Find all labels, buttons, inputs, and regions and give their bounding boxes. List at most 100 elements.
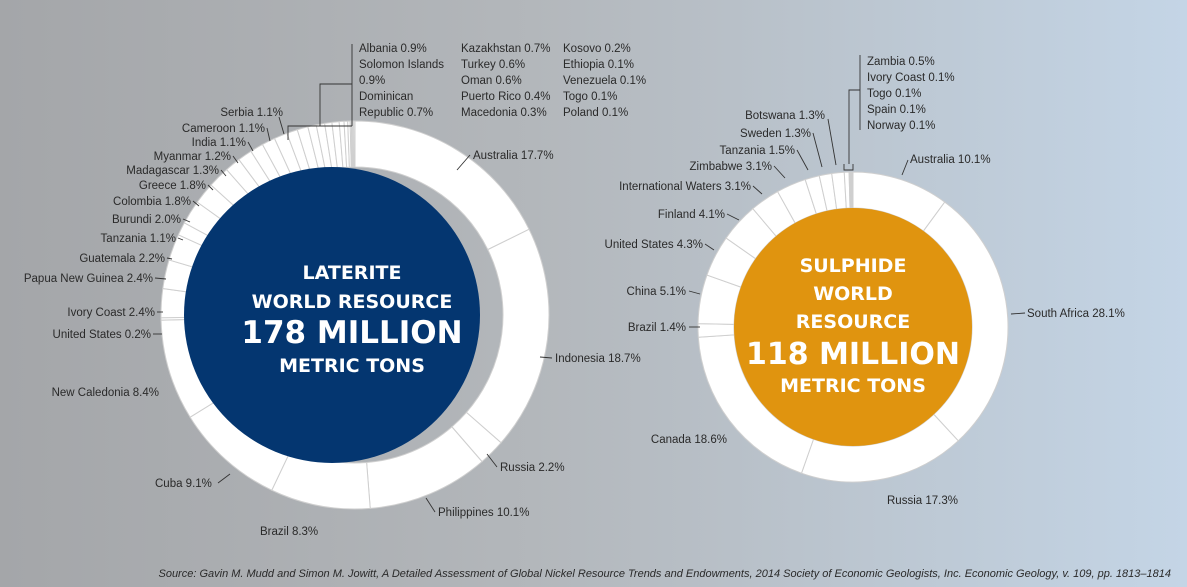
sul-leader-china — [688, 290, 701, 295]
sul-label-united-states: United States 4.3% — [605, 239, 703, 251]
lat-group-c1-r3: Puerto Rico 0.4% — [461, 91, 551, 103]
lat-label-guatemala: Guatemala 2.2% — [79, 253, 165, 265]
lat-label-australia: Australia 17.7% — [473, 150, 554, 162]
lat-leader-cuba — [217, 473, 231, 484]
sulphide-grouped-labels: Zambia 0.5% Ivory Coast 0.1% Togo 0.1% S… — [867, 56, 955, 132]
sul-label-russia: Russia 17.3% — [887, 495, 958, 507]
lat-group-c1-r2: Oman 0.6% — [461, 75, 522, 87]
lat-group-c2-r1: Ethiopia 0.1% — [563, 59, 634, 71]
source-note: Source: Gavin M. Mudd and Simon M. Jowit… — [158, 568, 1171, 580]
lat-leader-australia — [456, 154, 471, 171]
lat-leader-russia — [486, 453, 498, 468]
sul-leader-south-africa — [1010, 312, 1026, 315]
sul-label-south-africa: South Africa 28.1% — [1027, 308, 1125, 320]
lat-group-c1-r0: Kazakhstan 0.7% — [461, 43, 551, 55]
sulphide-center-line-2: WORLD — [813, 283, 893, 305]
lat-leader-group-stem — [319, 83, 352, 126]
sulphide-center-line-5: METRIC TONS — [780, 375, 926, 397]
laterite-leaders — [153, 44, 553, 513]
lat-group-c0-r0: Albania 0.9% — [359, 43, 427, 55]
lat-label-indonesia: Indonesia 18.7% — [555, 353, 641, 365]
sulphide-leaders — [688, 55, 1026, 328]
lat-leader-cameroon — [266, 127, 271, 142]
lat-leader-indonesia — [539, 356, 553, 359]
sul-leader-international-waters — [752, 185, 763, 195]
lat-group-c1-r4: Macedonia 0.3% — [461, 107, 547, 119]
lat-leader-colombia — [192, 200, 200, 207]
sulphide-ring — [697, 171, 1009, 483]
lat-label-papua-new-guinea: Papua New Guinea 2.4% — [24, 273, 153, 285]
lat-label-colombia: Colombia 1.8% — [113, 196, 191, 208]
laterite-center-line-4: METRIC TONS — [279, 355, 425, 377]
lat-label-cameroon: Cameroon 1.1% — [182, 123, 265, 135]
lat-label-cuba: Cuba 9.1% — [155, 478, 212, 490]
sul-leader-bracket — [843, 164, 854, 171]
laterite-slice-poland — [353, 120, 356, 168]
sul-label-australia: Australia 10.1% — [910, 154, 991, 166]
lat-leader-greece — [207, 184, 214, 191]
lat-group-c0-r3: Dominican — [359, 91, 413, 103]
lat-leader-india — [247, 141, 254, 152]
lat-label-tanzania: Tanzania 1.1% — [101, 233, 176, 245]
lat-label-russia: Russia 2.2% — [500, 462, 565, 474]
sul-label-sweden: Sweden 1.3% — [740, 128, 811, 140]
laterite-center-line-2: WORLD RESOURCE — [252, 291, 453, 313]
sulphide-slice-brazil — [697, 323, 735, 338]
sulphide-center-line-3: RESOURCE — [796, 311, 910, 333]
lat-group-c2-r2: Venezuela 0.1% — [563, 75, 646, 87]
lat-leader-guatemala — [166, 257, 173, 260]
sul-group-r2: Togo 0.1% — [867, 88, 921, 100]
lat-label-myanmar: Myanmar 1.2% — [154, 151, 231, 163]
sulphide-slice-norway — [851, 171, 854, 209]
sulphide-outside-labels: Australia 10.1% South Africa 28.1% Russi… — [605, 110, 1125, 507]
sulphide-center-line-4: 118 MILLION — [746, 337, 960, 372]
sul-label-canada: Canada 18.6% — [651, 434, 727, 446]
sul-leader-australia — [901, 159, 909, 176]
lat-label-india: India 1.1% — [192, 137, 246, 149]
lat-leader-philippines — [425, 497, 436, 513]
lat-label-new-caledonia: New Caledonia 8.4% — [52, 387, 159, 399]
laterite-center-line-3: 178 MILLION — [241, 315, 462, 351]
lat-label-philippines: Philippines 10.1% — [438, 507, 529, 519]
sul-leader-sweden — [812, 132, 823, 168]
sul-leader-united-states — [704, 243, 715, 251]
sul-group-r1: Ivory Coast 0.1% — [867, 72, 955, 84]
lat-leader-myanmar — [232, 155, 239, 164]
lat-group-c1-r1: Turkey 0.6% — [461, 59, 525, 71]
lat-group-c0-r1: Solomon Islands — [359, 59, 444, 71]
sulphide-chart: SULPHIDE WORLD RESOURCE 118 MILLION METR… — [605, 55, 1125, 507]
sul-label-finland: Finland 4.1% — [658, 209, 725, 221]
lat-leader-bracket — [287, 125, 352, 140]
sul-label-tanzania: Tanzania 1.5% — [720, 145, 795, 157]
laterite-slice-indonesia — [465, 228, 550, 444]
sul-leader-group-stem — [848, 89, 860, 164]
laterite-chart: LATERITE WORLD RESOURCE 178 MILLION METR… — [24, 43, 646, 538]
lat-group-c2-r0: Kosovo 0.2% — [563, 43, 631, 55]
lat-group-c0-r4: Republic 0.7% — [359, 107, 433, 119]
sulphide-center-line-1: SULPHIDE — [800, 255, 907, 277]
lat-label-ivory-coast: Ivory Coast 2.4% — [67, 307, 155, 319]
sul-leader-botswana — [827, 118, 837, 166]
laterite-center-line-1: LATERITE — [303, 262, 402, 284]
sul-leader-finland — [726, 213, 740, 221]
laterite-center-disc — [184, 167, 480, 463]
lat-label-madagascar: Madagascar 1.3% — [126, 165, 219, 177]
lat-group-c2-r4: Poland 0.1% — [563, 107, 628, 119]
lat-label-burundi: Burundi 2.0% — [112, 214, 181, 226]
laterite-outside-labels: Australia 17.7% Indonesia 18.7% Russia 2… — [24, 107, 641, 538]
lat-group-c2-r3: Togo 0.1% — [563, 91, 617, 103]
lat-leader-png — [154, 277, 167, 280]
sul-group-r0: Zambia 0.5% — [867, 56, 935, 68]
sul-leader-tanzania — [796, 149, 809, 171]
sul-leader-zimbabwe — [773, 165, 786, 179]
sul-group-r4: Norway 0.1% — [867, 120, 935, 132]
sulphide-center-disc — [734, 208, 972, 446]
lat-label-serbia: Serbia 1.1% — [220, 107, 283, 119]
lat-leader-tanzania — [177, 237, 184, 241]
sul-group-r3: Spain 0.1% — [867, 104, 926, 116]
sul-label-zimbabwe: Zimbabwe 3.1% — [690, 161, 772, 173]
lat-label-united-states: United States 0.2% — [53, 329, 151, 341]
lat-leader-serbia — [278, 116, 285, 135]
sul-label-international-waters: International Waters 3.1% — [619, 181, 751, 193]
